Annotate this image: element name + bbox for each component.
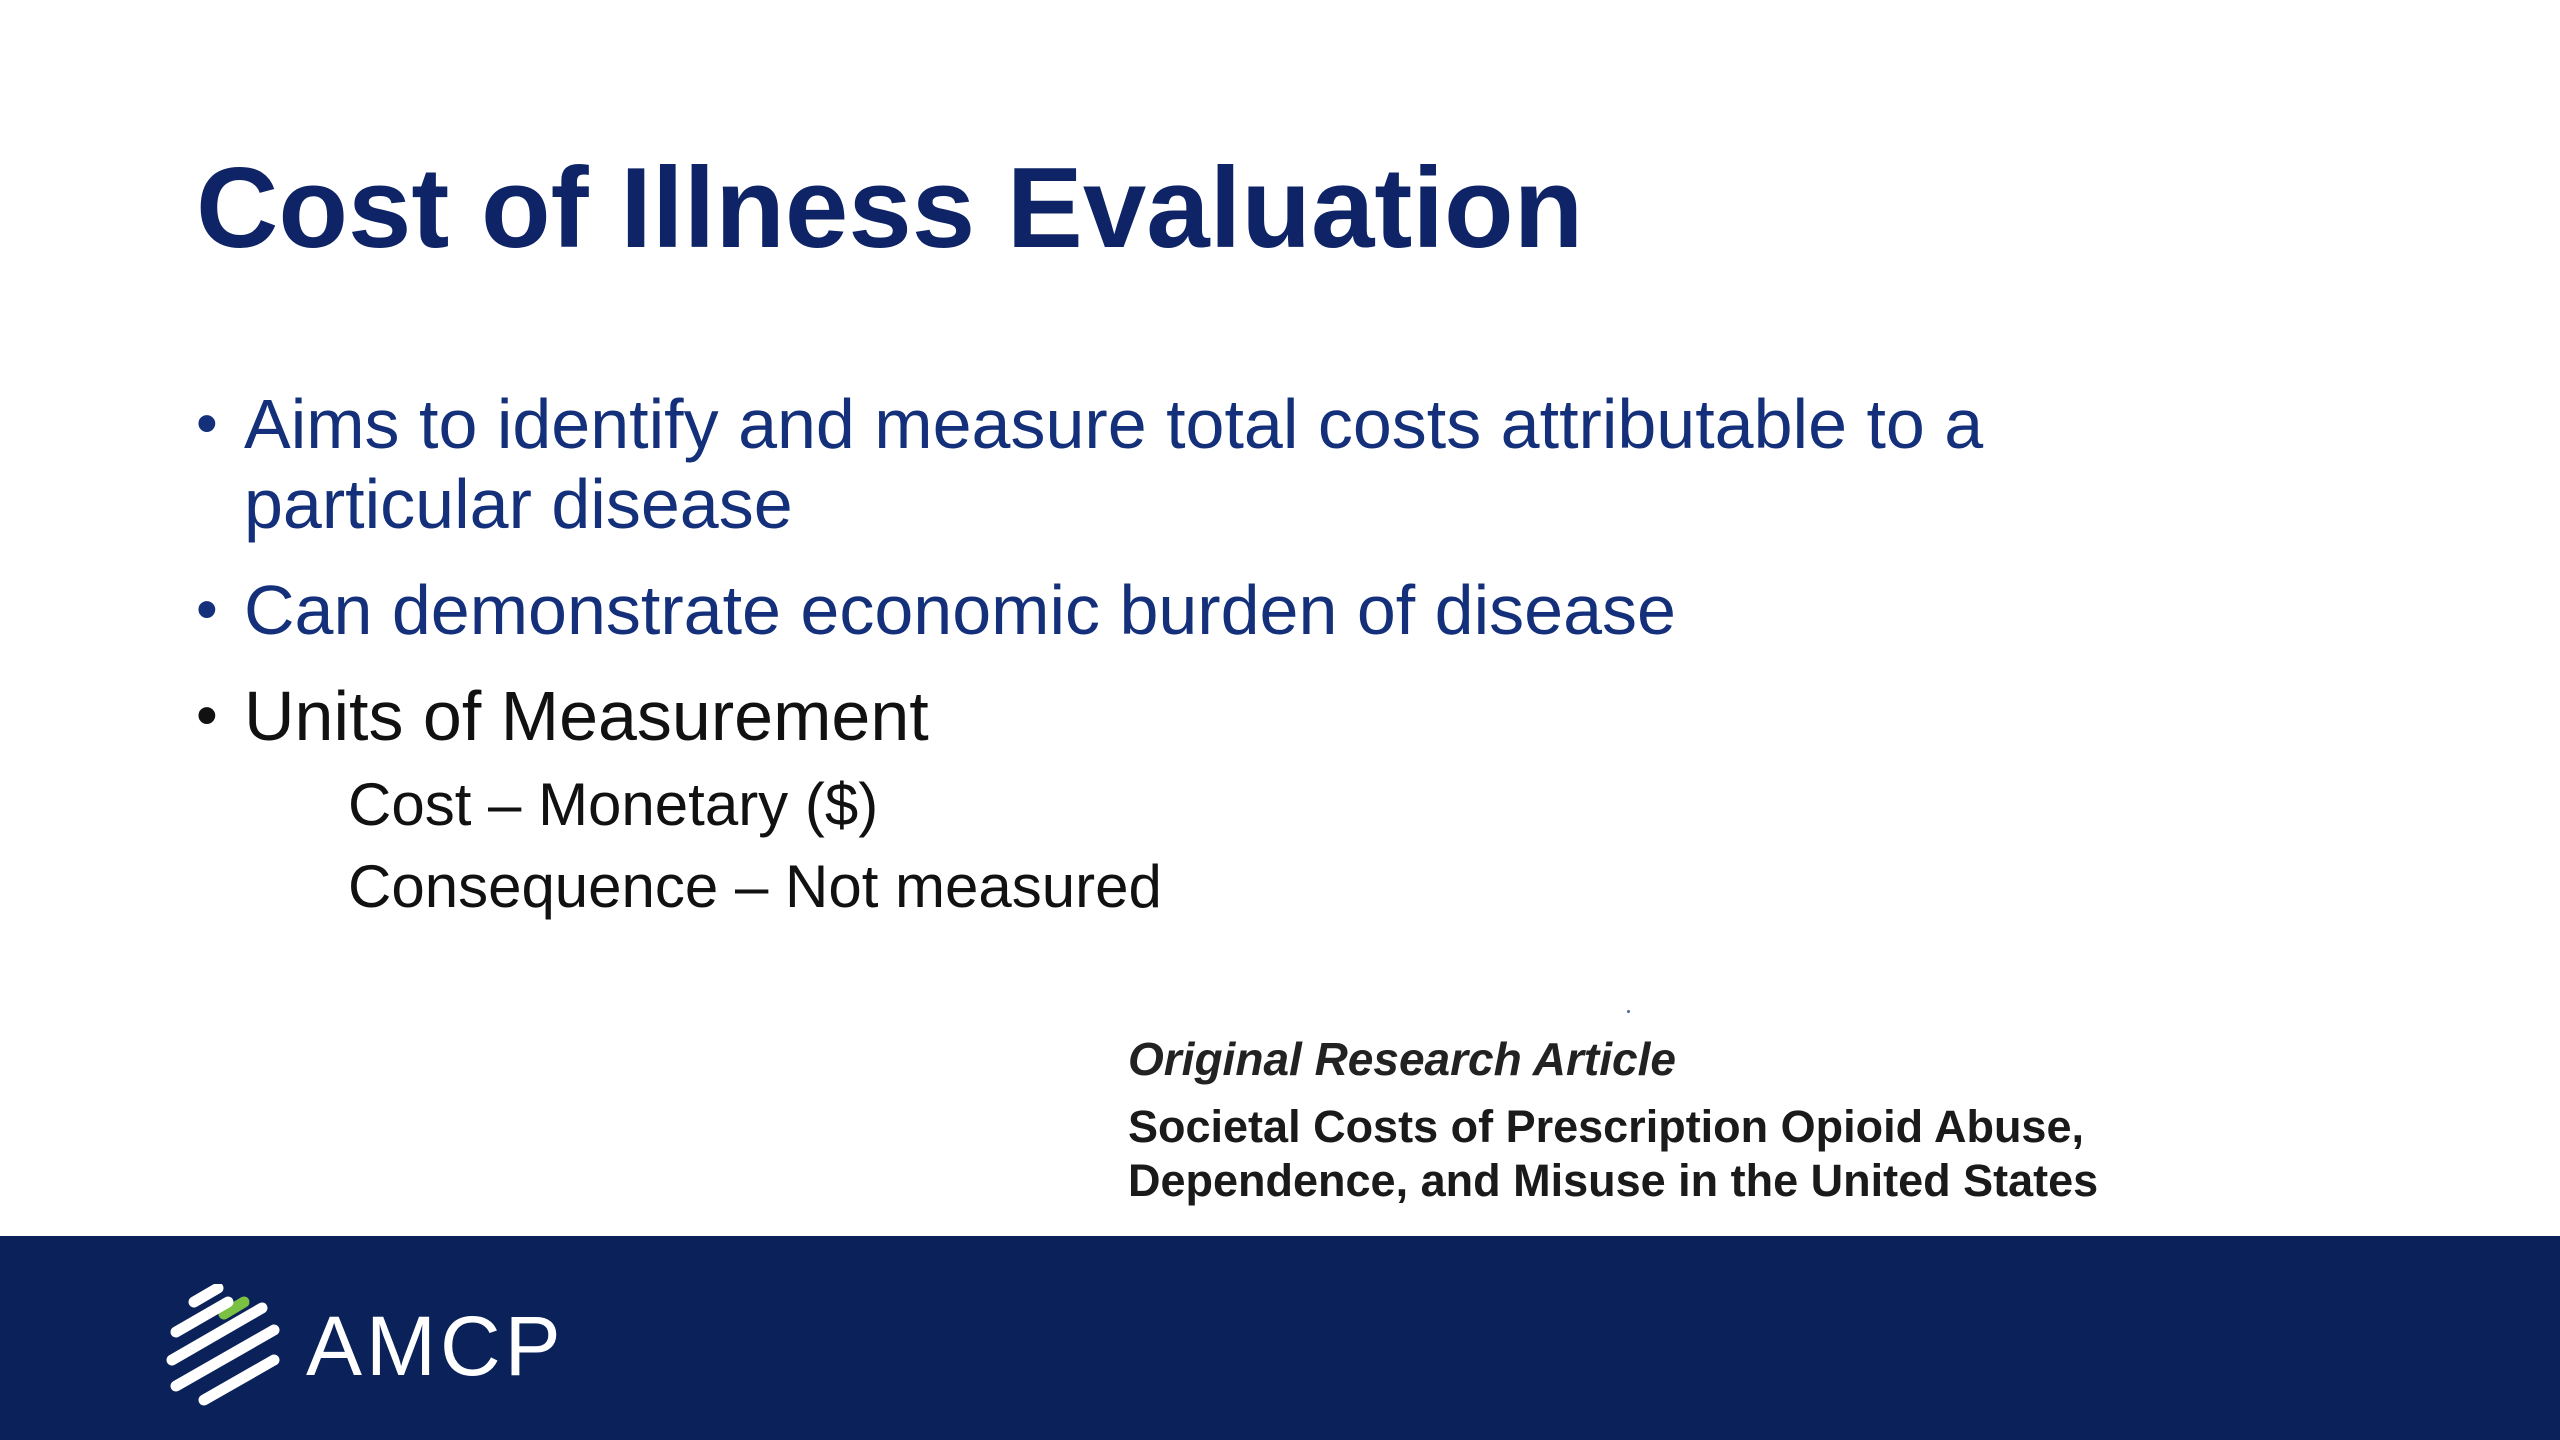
bullet-text-line: particular disease [244,465,793,543]
bullet-item-aims: • Aims to identify and measure total cos… [196,384,2396,544]
sub-list: Cost – Monetary ($) Consequence – Not me… [244,764,2396,928]
bullet-text: Units of Measurement [244,677,929,755]
article-excerpt: Original Research Article Societal Costs… [1128,1030,2428,1208]
amcp-stripes-icon [166,1284,280,1406]
sub-item-consequence: Consequence – Not measured [348,853,1162,920]
bullet-item-burden: • Can demonstrate economic burden of dis… [196,570,2396,650]
bullet-dot: • [196,575,218,644]
bullet-item-units: • Units of Measurement Cost – Monetary (… [196,676,2396,928]
article-headline-line: Dependence, and Misuse in the United Sta… [1128,1155,2099,1206]
bullet-text-line: Aims to identify and measure total costs… [244,385,1984,463]
bullet-dot: • [196,681,218,750]
footer-bar: AMCP [0,1236,2560,1440]
amcp-logo: AMCP [166,1284,565,1408]
slide-title: Cost of Illness Evaluation [196,145,1584,272]
amcp-logo-text: AMCP [306,1298,565,1393]
bullet-list: • Aims to identify and measure total cos… [196,384,2396,954]
article-headline: Societal Costs of Prescription Opioid Ab… [1128,1100,2428,1208]
sub-item-cost: Cost – Monetary ($) [348,771,879,838]
bullet-text: Can demonstrate economic burden of disea… [244,571,1676,649]
decorative-dot [1627,1010,1630,1013]
article-kicker: Original Research Article [1128,1033,1676,1085]
bullet-dot: • [196,389,218,458]
article-headline-line: Societal Costs of Prescription Opioid Ab… [1128,1101,2084,1152]
